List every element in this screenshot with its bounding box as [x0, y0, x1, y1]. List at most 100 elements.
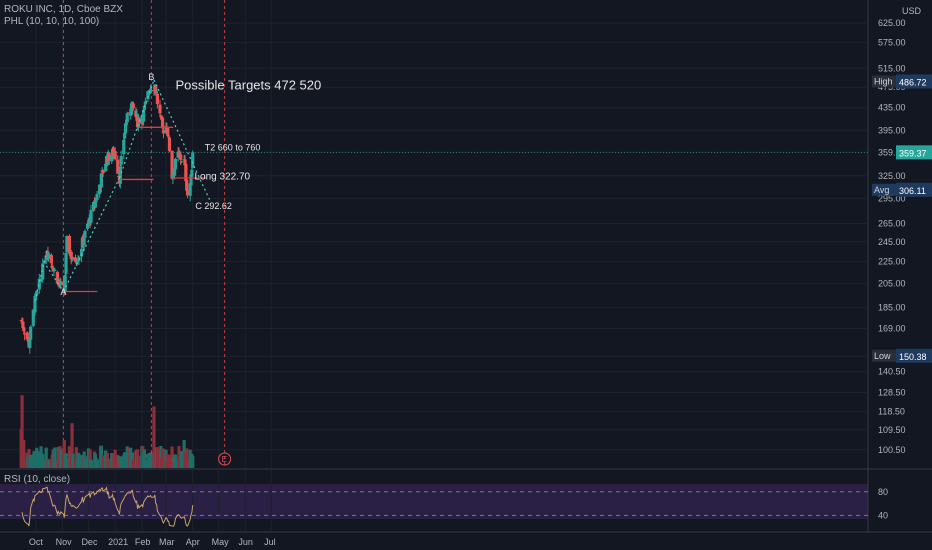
- candle-body: [89, 209, 93, 223]
- candle-body: [125, 113, 129, 123]
- volume-bar: [41, 453, 45, 468]
- volume-bar: [179, 451, 184, 468]
- candle-body: [83, 230, 87, 238]
- candle-body: [179, 161, 184, 163]
- volume-bar: [39, 446, 43, 468]
- candle-body: [171, 174, 175, 179]
- y-tick-label: 205.00: [878, 278, 906, 288]
- candle-body: [161, 130, 166, 134]
- candle-body: [155, 93, 160, 105]
- candle-body: [123, 123, 128, 134]
- candle-body: [167, 137, 172, 152]
- indicator-label: PHL (10, 10, 10, 100): [4, 16, 100, 27]
- volume-bar: [167, 454, 172, 468]
- volume-bar: [185, 448, 189, 468]
- price-badge-value: 359.37: [899, 148, 927, 158]
- volume-bar: [59, 448, 63, 468]
- x-tick-label: May: [212, 537, 230, 547]
- candle-body: [25, 332, 29, 340]
- y-tick-label: 325.00: [878, 171, 906, 181]
- cycle-label: E: [222, 455, 227, 464]
- y-tick-label: 625.00: [878, 18, 906, 28]
- candle-body: [173, 167, 177, 176]
- candle-body: [189, 174, 193, 186]
- y-unit-label: USD: [902, 6, 922, 16]
- candle-body: [176, 151, 180, 158]
- price-badge-bg: [896, 145, 932, 160]
- volume-bar: [89, 459, 93, 468]
- candle-body: [104, 163, 108, 172]
- volume-bar: [99, 445, 103, 468]
- candle-body: [160, 117, 165, 129]
- chart-title: ROKU INC, 1D, Cboe BZX: [4, 4, 123, 15]
- price-badge-bg: [896, 182, 932, 197]
- x-tick-label: Apr: [186, 537, 200, 547]
- volume-bar: [29, 454, 33, 468]
- volume-bar: [170, 446, 174, 468]
- candle-body: [178, 151, 182, 156]
- candle-body: [33, 295, 37, 313]
- rsi-tick-label: 40: [878, 510, 888, 520]
- volume-bar: [164, 449, 168, 468]
- x-tick-label: Oct: [29, 537, 44, 547]
- candle-body: [170, 150, 174, 179]
- rsi-band: [0, 484, 868, 519]
- candle-body: [85, 223, 90, 229]
- candle-body: [159, 115, 163, 117]
- candle-body: [98, 184, 102, 195]
- volume-bar: [70, 423, 74, 468]
- y-tick-label: 118.50: [878, 406, 905, 416]
- volume-bar: [125, 446, 129, 468]
- volume-bar: [155, 447, 160, 468]
- y-tick-label: 295.00: [878, 193, 906, 203]
- badge-label: Avg: [874, 185, 889, 195]
- candle-body: [149, 90, 153, 92]
- candle-body: [65, 236, 69, 253]
- candle-body: [143, 101, 147, 105]
- candle-body: [152, 89, 156, 91]
- candle-body: [79, 248, 84, 257]
- candle-body: [185, 180, 189, 191]
- candle-body: [119, 156, 123, 165]
- volume-bar: [137, 455, 141, 468]
- y-tick-label: 169.00: [878, 324, 906, 334]
- badge-label-bg: [872, 349, 896, 362]
- y-tick-label: 109.50: [878, 425, 906, 435]
- volume-bar: [47, 460, 51, 468]
- candle-body: [23, 333, 27, 335]
- y-tick-label: 515.00: [878, 63, 906, 73]
- volume-bar: [173, 454, 178, 468]
- volume-bar: [191, 456, 195, 468]
- candle-body: [94, 200, 98, 202]
- price-badge-value: 486.72: [899, 77, 927, 87]
- volume-bar: [142, 449, 147, 468]
- volume-bar: [88, 449, 92, 468]
- candle-body: [113, 151, 117, 160]
- x-tick-label: Feb: [135, 537, 151, 547]
- volume-bar: [113, 449, 117, 468]
- volume-bar: [53, 447, 57, 468]
- candle-body: [53, 269, 57, 271]
- candle-body: [92, 201, 96, 211]
- candle-body: [154, 84, 158, 94]
- candle-body: [111, 147, 116, 156]
- x-tick-label: Jul: [264, 537, 276, 547]
- candle-body: [164, 125, 168, 134]
- candle-body: [118, 166, 122, 184]
- badge-label: Low: [874, 351, 891, 361]
- candle-body: [44, 256, 48, 261]
- volume-bar: [23, 459, 27, 468]
- annotation-text: B: [148, 72, 154, 82]
- volume-bar: [152, 406, 156, 468]
- candle-body: [107, 152, 111, 161]
- volume-bar: [119, 456, 123, 468]
- y-tick-label: 140.50: [878, 367, 906, 377]
- candle-body: [129, 103, 134, 115]
- badge-label: High: [874, 76, 893, 86]
- candle-body: [146, 90, 150, 100]
- candle-body: [47, 253, 51, 259]
- candle-body: [142, 105, 147, 110]
- candle-body: [166, 127, 170, 136]
- candle-body: [63, 275, 67, 292]
